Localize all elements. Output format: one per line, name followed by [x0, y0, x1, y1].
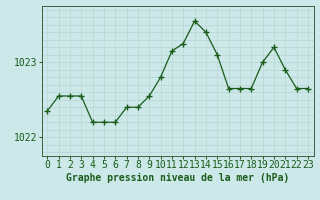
X-axis label: Graphe pression niveau de la mer (hPa): Graphe pression niveau de la mer (hPa)	[66, 173, 289, 183]
